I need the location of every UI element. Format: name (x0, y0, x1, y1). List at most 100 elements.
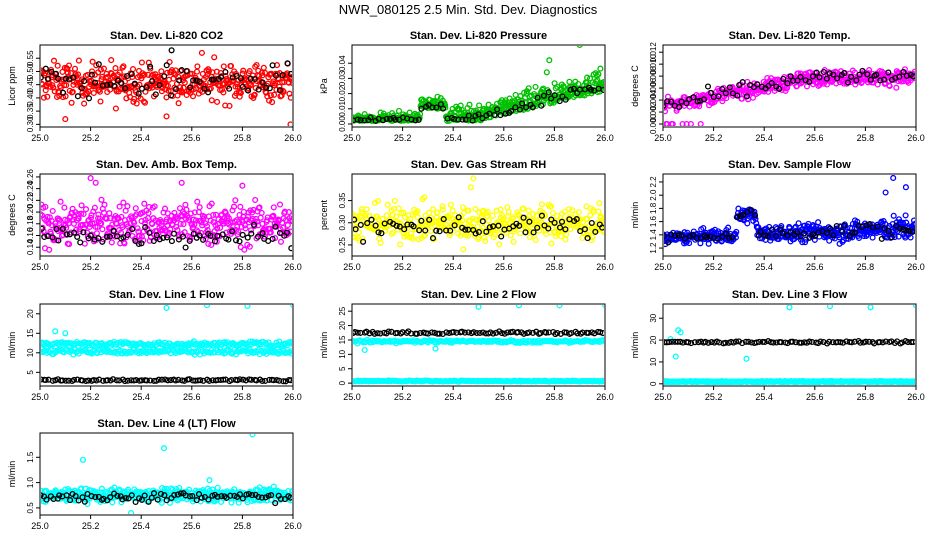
point-all (569, 207, 576, 214)
y-tick-label: 0.012 (649, 42, 658, 63)
point-all (54, 62, 61, 69)
point-all (112, 105, 119, 112)
point-avg (592, 228, 599, 235)
point-avg (283, 229, 290, 236)
point-avg (733, 338, 740, 345)
point-all (146, 237, 153, 244)
panel-temp: Stan. Dev. Li-820 Temp.25.0 25.2 25.4 25.6 2… (630, 30, 925, 143)
point-avg (451, 222, 458, 229)
point-avg (183, 68, 190, 75)
point-avg (863, 222, 870, 229)
point-avg (694, 98, 701, 105)
x-tick-label: 25.6 (806, 133, 824, 143)
point-all (374, 197, 382, 205)
point-avg (856, 71, 863, 78)
point-all (141, 71, 148, 78)
point-avg (196, 78, 203, 85)
point-all (46, 246, 53, 253)
point-avg (523, 104, 530, 111)
point-all (81, 100, 88, 107)
x-tick-label: 25.4 (755, 262, 773, 272)
point-all (289, 80, 292, 87)
point-avg (207, 232, 214, 239)
point-all (230, 203, 238, 210)
x-tick-label: 25.6 (183, 262, 201, 272)
point-all (116, 203, 123, 210)
point-all (823, 81, 831, 88)
point-all (543, 69, 550, 76)
point-all (353, 338, 356, 345)
point-avg (120, 234, 127, 241)
point-avg (470, 329, 477, 336)
point-avg (848, 229, 856, 236)
x-tick-label: 25.4 (755, 392, 773, 402)
point-all (118, 213, 125, 220)
point-avg (526, 329, 533, 336)
point-all (215, 349, 222, 356)
y-tick-label: 0.25 (338, 237, 347, 253)
point-avg (374, 330, 381, 337)
point-avg (190, 230, 197, 237)
point-avg (110, 376, 117, 383)
points-group (353, 305, 604, 385)
point-all (442, 338, 449, 345)
point-avg (353, 216, 358, 223)
point-avg (588, 219, 595, 227)
point-avg (353, 226, 359, 233)
point-all (240, 208, 247, 215)
point-avg (473, 329, 480, 337)
point-all (141, 220, 148, 227)
point-avg (155, 376, 162, 383)
point-avg (354, 329, 361, 336)
point-avg (116, 377, 123, 384)
point-all (252, 196, 259, 204)
point-avg (104, 81, 111, 88)
point-avg (462, 226, 469, 233)
point-avg (161, 73, 168, 80)
point-all (390, 229, 397, 236)
point-avg (52, 70, 60, 77)
point-avg (780, 75, 787, 82)
point-avg (797, 73, 804, 81)
point-all (791, 224, 798, 231)
point-all (87, 214, 94, 221)
point-avg (287, 377, 292, 384)
point-avg (375, 229, 382, 236)
point-all (106, 210, 113, 217)
x-tick-label: 25.2 (82, 133, 100, 143)
x-tick-label: 25.0 (654, 133, 672, 143)
point-avg (276, 87, 283, 94)
point-avg (250, 221, 258, 228)
point-avg (392, 116, 399, 123)
x-tick-label: 25.0 (31, 392, 49, 402)
point-avg (896, 225, 903, 232)
point-avg (128, 70, 135, 78)
point-avg (143, 377, 150, 384)
point-all (890, 175, 897, 182)
point-avg (526, 218, 533, 225)
y-tick-label: 0.30 (26, 116, 35, 132)
y-tick-label: 1.6 (649, 216, 658, 228)
point-avg (70, 74, 77, 81)
point-avg (558, 218, 566, 225)
point-all (141, 200, 148, 207)
x-tick-label: 25.2 (705, 133, 723, 143)
x-tick-label: 26.0 (284, 392, 302, 402)
point-all (131, 219, 138, 226)
point-all (447, 201, 454, 208)
point-avg (864, 71, 871, 78)
y-tick-label: 0.010 (649, 54, 658, 75)
point-avg (768, 226, 775, 233)
point-avg (433, 104, 440, 111)
point-avg (416, 227, 423, 234)
point-all (460, 246, 467, 253)
point-all (561, 84, 568, 91)
point-avg (461, 329, 468, 336)
point-all (161, 205, 169, 212)
x-tick-label: 25.8 (234, 392, 252, 402)
point-avg (719, 233, 726, 240)
point-all (289, 340, 292, 347)
point-avg (143, 84, 150, 91)
point-all (395, 107, 403, 114)
